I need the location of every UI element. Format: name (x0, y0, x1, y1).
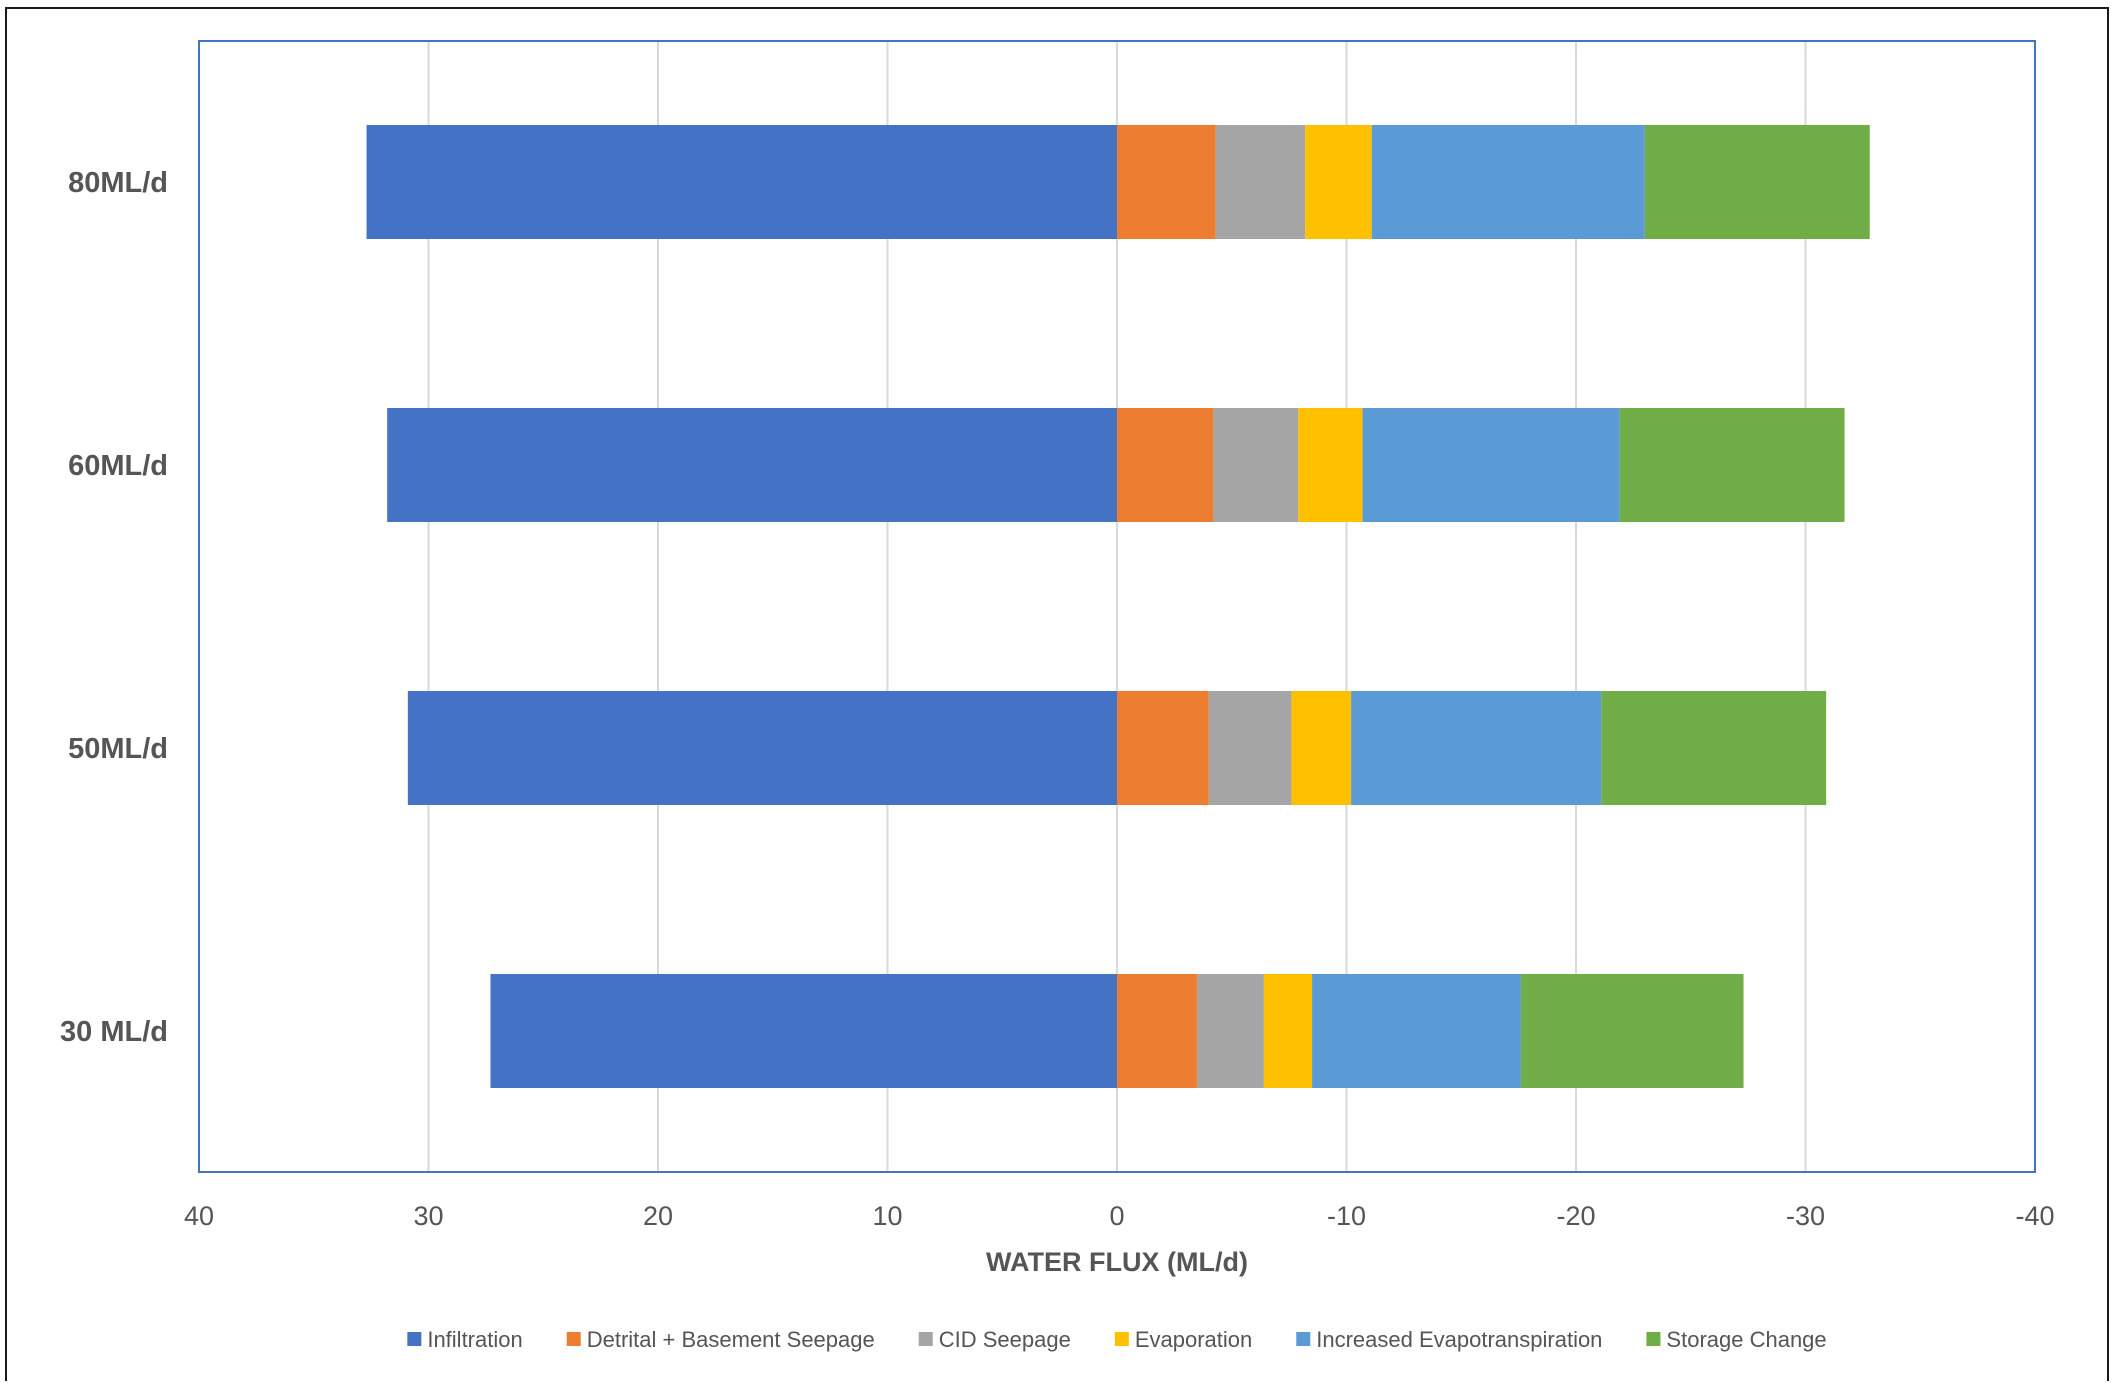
legend-swatch-4 (1296, 1332, 1311, 1346)
legend-swatch-5 (1646, 1332, 1661, 1346)
legend-item-0[interactable]: Infiltration (407, 1327, 523, 1352)
legend-swatch-1 (566, 1332, 581, 1346)
bar-0-4 (1371, 125, 1645, 239)
x-tick-label-8: -40 (2015, 1201, 2054, 1231)
bar-0-5 (1644, 125, 1870, 239)
legend-swatch-0 (407, 1332, 422, 1346)
category-labels: 80ML/d 60ML/d 50ML/d 30 ML/d (60, 167, 168, 1048)
bar-2-1 (1117, 691, 1209, 805)
bar-2-3 (1291, 691, 1352, 805)
legend-item-3[interactable]: Evaporation (1114, 1327, 1252, 1352)
legend-swatch-3 (1114, 1332, 1129, 1346)
x-axis-title: WATER FLUX (ML/d) (986, 1247, 1248, 1277)
legend-label-2: CID Seepage (939, 1327, 1071, 1352)
bar-group (366, 125, 1870, 1088)
x-tick-label-7: -30 (1786, 1201, 1825, 1231)
legend-label-4: Increased Evapotranspiration (1316, 1327, 1602, 1352)
category-label-3: 30 ML/d (60, 1016, 168, 1048)
x-tick-label-4: 0 (1109, 1201, 1124, 1231)
legend-label-5: Storage Change (1666, 1327, 1826, 1352)
x-tick-labels: 40 30 20 10 0 -10 -20 -30 -40 (184, 1201, 2055, 1231)
bar-1-4 (1362, 408, 1620, 522)
bar-3-1 (1117, 974, 1198, 1088)
bar-3-2 (1197, 974, 1264, 1088)
bar-0-0 (366, 125, 1117, 239)
legend[interactable]: Infiltration Detrital + Basement Seepage C… (407, 1327, 1827, 1352)
bar-2-4 (1351, 691, 1602, 805)
legend-label-0: Infiltration (427, 1327, 522, 1352)
category-label-2: 50ML/d (68, 733, 168, 765)
legend-item-4[interactable]: Increased Evapotranspiration (1296, 1327, 1602, 1352)
legend-swatch-2 (918, 1332, 933, 1346)
bar-1-2 (1213, 408, 1299, 522)
chart-frame (5, 7, 2109, 1381)
x-tick-label-6: -20 (1556, 1201, 1595, 1231)
bar-1-1 (1117, 408, 1214, 522)
bar-2-0 (407, 691, 1118, 805)
bar-3-3 (1263, 974, 1313, 1088)
legend-item-2[interactable]: CID Seepage (918, 1327, 1071, 1352)
legend-item-1[interactable]: Detrital + Basement Seepage (566, 1327, 875, 1352)
bar-1-0 (387, 408, 1117, 522)
category-label-1: 60ML/d (68, 450, 168, 482)
legend-label-1: Detrital + Basement Seepage (587, 1327, 875, 1352)
plot-area-border (198, 40, 2036, 1173)
x-tick-label-1: 30 (413, 1201, 443, 1231)
x-tick-label-3: 10 (872, 1201, 902, 1231)
bar-0-3 (1305, 125, 1372, 239)
bar-2-5 (1601, 691, 1827, 805)
bar-3-4 (1312, 974, 1521, 1088)
bar-0-1 (1117, 125, 1216, 239)
bar-0-2 (1215, 125, 1306, 239)
bar-3-0 (490, 974, 1118, 1088)
category-label-0: 80ML/d (68, 167, 168, 199)
bar-1-5 (1619, 408, 1845, 522)
legend-label-3: Evaporation (1135, 1327, 1252, 1352)
x-tick-label-5: -10 (1327, 1201, 1366, 1231)
x-tick-label-2: 20 (643, 1201, 673, 1231)
x-tick-label-0: 40 (184, 1201, 214, 1231)
legend-item-5[interactable]: Storage Change (1646, 1327, 1827, 1352)
bar-2-2 (1208, 691, 1292, 805)
bar-1-3 (1298, 408, 1363, 522)
bar-3-5 (1520, 974, 1744, 1088)
